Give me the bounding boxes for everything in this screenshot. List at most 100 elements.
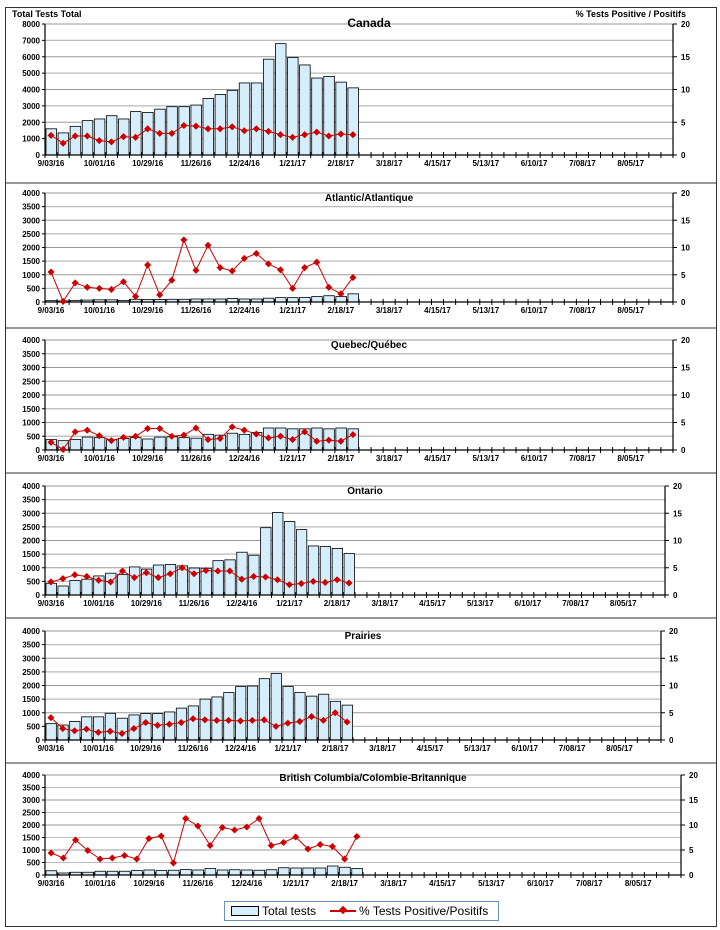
x-tick-label: 5/13/17 bbox=[472, 306, 499, 315]
x-tick-label: 10/01/16 bbox=[84, 306, 116, 315]
positivity-point bbox=[216, 434, 224, 442]
x-tick-label: 7/08/17 bbox=[559, 744, 586, 753]
x-tick-label: 2/18/17 bbox=[331, 879, 358, 888]
y2-tick-label: 10 bbox=[681, 391, 690, 400]
x-tick-label: 7/08/17 bbox=[569, 159, 596, 168]
y2-tick-label: 5 bbox=[681, 419, 686, 428]
x-tick-label: 8/05/17 bbox=[625, 879, 652, 888]
positivity-point bbox=[47, 849, 55, 857]
x-tick-label: 2/18/17 bbox=[328, 454, 355, 463]
positivity-point bbox=[130, 725, 138, 733]
y2-tick-label: 20 bbox=[673, 482, 682, 491]
x-tick-label: 6/10/17 bbox=[527, 879, 554, 888]
positivity-point bbox=[309, 577, 317, 585]
y-tick-label: 1500 bbox=[22, 695, 40, 704]
y-tick-label: 3000 bbox=[22, 654, 40, 663]
y2-tick-label: 5 bbox=[681, 118, 686, 127]
bar bbox=[204, 868, 217, 876]
y2-tick-label: 10 bbox=[669, 682, 678, 691]
y-tick-label: 8000 bbox=[22, 20, 40, 29]
positivity-point bbox=[180, 236, 188, 244]
x-tick-label: 10/29/16 bbox=[130, 744, 162, 753]
positivity-point bbox=[192, 266, 200, 274]
positivity-point bbox=[201, 716, 209, 724]
y-tick-label: 0 bbox=[36, 446, 41, 455]
legend-line-swatch bbox=[330, 910, 357, 912]
y-tick-label: 3000 bbox=[22, 102, 40, 111]
bar bbox=[212, 560, 224, 596]
positivity-point bbox=[47, 268, 55, 276]
x-tick-label: 4/15/17 bbox=[417, 744, 444, 753]
y-tick-label: 6000 bbox=[22, 53, 40, 62]
y2-tick-label: 15 bbox=[669, 654, 678, 663]
bar bbox=[93, 118, 106, 156]
positivity-point bbox=[284, 719, 292, 727]
y2-tick-label: 10 bbox=[673, 537, 682, 546]
y2-tick-label: 10 bbox=[681, 86, 690, 95]
x-tick-label: 10/01/16 bbox=[83, 599, 115, 608]
bar bbox=[164, 564, 177, 596]
positivity-point bbox=[240, 426, 248, 434]
x-tick-label: 7/08/17 bbox=[569, 454, 596, 463]
y-tick-label: 2500 bbox=[22, 809, 40, 818]
x-tick-label: 12/24/16 bbox=[229, 159, 261, 168]
positivity-point bbox=[353, 832, 361, 841]
positivity-point bbox=[296, 717, 304, 726]
bar bbox=[143, 869, 155, 876]
y-tick-label: 0 bbox=[36, 298, 41, 307]
positivity-point bbox=[107, 285, 115, 294]
y-tick-label: 4000 bbox=[22, 771, 40, 780]
x-tick-label: 9/03/16 bbox=[38, 599, 65, 608]
x-tick-label: 1/21/17 bbox=[279, 306, 306, 315]
y-tick-label: 4000 bbox=[22, 627, 40, 636]
bar bbox=[260, 527, 272, 596]
x-tick-label: 5/13/17 bbox=[464, 744, 491, 753]
x-tick-label: 9/03/16 bbox=[38, 454, 65, 463]
bar bbox=[250, 82, 263, 156]
x-tick-label: 1/21/17 bbox=[279, 454, 306, 463]
y2-tick-label: 5 bbox=[673, 564, 678, 573]
bar bbox=[351, 868, 363, 876]
bar bbox=[224, 559, 236, 596]
panel-title: British Columbia/Colombie-Britannique bbox=[279, 773, 467, 784]
y2-tick-label: 0 bbox=[669, 736, 674, 745]
positivity-point bbox=[71, 132, 79, 140]
chart-panel-4: 0 500 1000 1500 2000 2500 3000 3500 4000 0 5 10 15 20… bbox=[6, 617, 716, 753]
y2-tick-label: 10 bbox=[681, 244, 690, 253]
bar bbox=[190, 437, 202, 451]
positivity-point bbox=[313, 128, 321, 136]
positivity-point bbox=[272, 722, 280, 730]
positivity-point bbox=[204, 241, 212, 249]
x-tick-label: 10/29/16 bbox=[133, 879, 165, 888]
bar bbox=[187, 705, 199, 741]
positivity-point bbox=[83, 132, 91, 140]
bar bbox=[270, 673, 282, 741]
bar bbox=[229, 869, 241, 876]
x-tick-label: 8/05/17 bbox=[606, 744, 633, 753]
x-tick-label: 8/05/17 bbox=[617, 159, 644, 168]
chart-panel-2: 0 500 1000 1500 2000 2500 3000 3500 4000 0 5 10 15 20… bbox=[6, 327, 716, 463]
positivity-point bbox=[180, 121, 188, 130]
y-tick-label: 500 bbox=[27, 284, 41, 293]
bar bbox=[329, 700, 342, 741]
chart-frame bbox=[5, 7, 717, 927]
positivity-point bbox=[243, 823, 251, 831]
y2-tick-label: 20 bbox=[681, 189, 690, 198]
x-tick-label: 3/18/17 bbox=[371, 599, 398, 608]
bar bbox=[81, 436, 94, 451]
x-tick-label: 8/05/17 bbox=[617, 454, 644, 463]
y2-tick-label: 15 bbox=[681, 216, 690, 225]
positivity-point bbox=[119, 133, 128, 141]
y-tick-label: 2500 bbox=[22, 230, 40, 239]
chart-panel-0: 0 1000 2000 3000 4000 5000 6000 7000 8000 0 5 10 15 2… bbox=[12, 9, 690, 168]
positivity-point bbox=[240, 254, 248, 262]
positivity-point bbox=[156, 291, 164, 299]
positivity-point bbox=[59, 445, 67, 453]
positivity-point bbox=[325, 436, 333, 444]
positivity-point bbox=[262, 573, 270, 581]
bar bbox=[81, 578, 93, 596]
x-tick-label: 2/18/17 bbox=[328, 159, 355, 168]
x-tick-label: 6/10/17 bbox=[521, 159, 548, 168]
bar bbox=[223, 692, 235, 741]
